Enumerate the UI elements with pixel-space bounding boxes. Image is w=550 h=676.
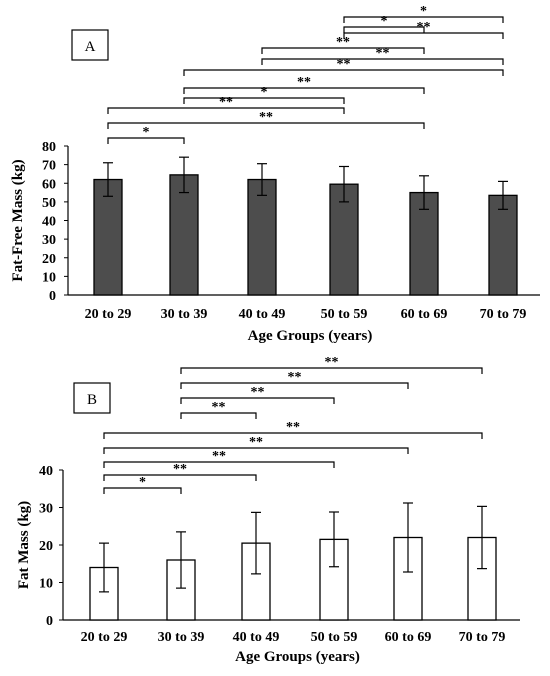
significance-label: ** bbox=[297, 75, 311, 90]
significance-bracket bbox=[103, 474, 257, 481]
significance-label: ** bbox=[212, 449, 226, 464]
significance-label: ** bbox=[337, 57, 351, 72]
panel-label-box bbox=[71, 29, 109, 61]
significance-label: ** bbox=[325, 355, 339, 370]
significance-label: ** bbox=[376, 46, 390, 61]
y-tick-label: 60 bbox=[42, 177, 56, 192]
x-tick-label: 20 to 29 bbox=[81, 630, 128, 645]
significance-label: ** bbox=[251, 385, 265, 400]
significance-bracket bbox=[261, 58, 504, 65]
significance-bracket bbox=[103, 461, 335, 468]
panel-label: B bbox=[87, 392, 97, 408]
bar bbox=[488, 194, 518, 296]
significance-bracket bbox=[180, 397, 335, 404]
y-tick-label: 30 bbox=[39, 502, 53, 517]
y-tick-label: 40 bbox=[39, 464, 53, 479]
significance-bracket bbox=[180, 382, 409, 389]
x-tick-label: 60 to 69 bbox=[401, 307, 448, 322]
y-tick-label: 20 bbox=[39, 539, 53, 554]
y-tick-label: 80 bbox=[42, 140, 56, 155]
y-tick-label: 0 bbox=[46, 614, 53, 629]
x-tick-label: 70 to 79 bbox=[459, 630, 506, 645]
significance-bracket bbox=[103, 487, 182, 494]
significance-label: * bbox=[261, 85, 268, 100]
panel-label-box bbox=[73, 382, 111, 414]
bar bbox=[169, 174, 199, 296]
significance-label: ** bbox=[219, 95, 233, 110]
significance-label: ** bbox=[288, 370, 302, 385]
panel-b: B 0 10 20 30 40 20 to 29 30 to 39 40 to 49 50 to … bbox=[16, 355, 520, 665]
significance-bracket bbox=[107, 137, 185, 144]
y-tick-label: 10 bbox=[42, 270, 56, 285]
bar bbox=[329, 183, 359, 296]
significance-bracket bbox=[180, 367, 483, 374]
panel-a: A 0 10 20 30 40 50 60 70 80 20 to 29 30 to 39 40 to … bbox=[10, 4, 540, 344]
bar bbox=[241, 542, 271, 621]
significance-label: * bbox=[143, 125, 150, 140]
x-tick-label: 70 to 79 bbox=[480, 307, 527, 322]
panel-label: A bbox=[85, 39, 96, 55]
bar bbox=[409, 191, 439, 296]
x-tick-label: 50 to 59 bbox=[321, 307, 368, 322]
significance-label: ** bbox=[286, 420, 300, 435]
significance-bracket bbox=[180, 412, 257, 419]
y-tick-label: 10 bbox=[39, 577, 53, 592]
significance-label: ** bbox=[212, 400, 226, 415]
significance-bracket bbox=[261, 47, 425, 54]
x-tick-label: 40 to 49 bbox=[233, 630, 280, 645]
y-tick-label: 70 bbox=[42, 159, 56, 174]
y-axis-label: Fat Mass (kg) bbox=[16, 501, 32, 589]
significance-label: * bbox=[139, 475, 146, 490]
significance-bracket bbox=[183, 97, 345, 104]
y-tick-label: 20 bbox=[42, 252, 56, 267]
significance-label: ** bbox=[259, 110, 273, 125]
significance-label: * bbox=[381, 14, 388, 29]
x-tick-label: 30 to 39 bbox=[161, 307, 208, 322]
significance-bracket bbox=[107, 107, 345, 114]
bar bbox=[93, 178, 123, 296]
y-tick-label: 0 bbox=[49, 289, 56, 304]
x-tick-label: 30 to 39 bbox=[158, 630, 205, 645]
y-tick-label: 50 bbox=[42, 196, 56, 211]
significance-bracket bbox=[343, 16, 504, 23]
significance-bracket bbox=[103, 447, 409, 454]
bar bbox=[247, 178, 277, 296]
significance-bracket bbox=[183, 69, 504, 76]
x-tick-label: 60 to 69 bbox=[385, 630, 432, 645]
significance-bracket bbox=[103, 432, 483, 439]
x-axis-label: Age Groups (years) bbox=[235, 649, 360, 665]
x-axis-label: Age Groups (years) bbox=[248, 328, 373, 344]
significance-bracket bbox=[107, 122, 425, 129]
significance-bracket bbox=[183, 87, 425, 94]
significance-bracket bbox=[343, 26, 425, 33]
significance-label: ** bbox=[249, 435, 263, 450]
x-tick-label: 40 to 49 bbox=[239, 307, 286, 322]
x-tick-label: 20 to 29 bbox=[85, 307, 132, 322]
significance-label: ** bbox=[173, 462, 187, 477]
y-axis-label: Fat-Free Mass (kg) bbox=[10, 159, 26, 281]
x-tick-label: 50 to 59 bbox=[311, 630, 358, 645]
significance-label: * bbox=[420, 4, 427, 19]
y-tick-label: 40 bbox=[42, 215, 56, 230]
y-tick-label: 30 bbox=[42, 233, 56, 248]
significance-label: ** bbox=[336, 35, 350, 50]
